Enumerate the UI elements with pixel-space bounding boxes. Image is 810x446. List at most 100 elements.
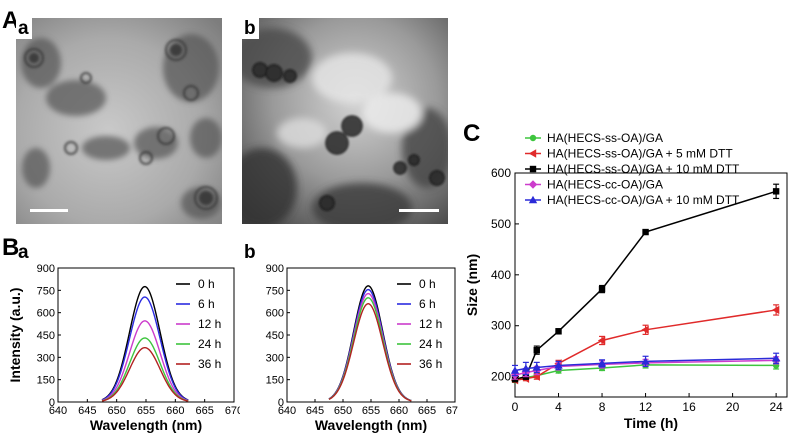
panel-a-letter: A [2,7,20,34]
spectrum-line-36h [101,346,189,402]
tem-image-a-graphic [16,18,222,224]
x-axis-label: Wavelength (nm) [315,417,427,433]
legend-label: HA(HECS-ss-OA)/GA [547,131,663,145]
y-axis-label: Intensity (a.u.) [7,288,23,383]
data-point [597,336,606,345]
y-tick-label: 300 [266,352,284,364]
y-tick-label: 0 [278,397,284,409]
data-point [528,180,538,189]
data-point [532,363,541,371]
legend-label: 0 h [198,277,215,291]
tem-image-b: b [242,18,448,224]
data-point [555,328,562,335]
x-tick-label: 20 [726,400,740,414]
legend-label: 0 h [419,277,436,291]
data-point [529,134,537,142]
data-point [772,188,780,195]
legend-label: 36 h [198,357,221,371]
legend-label: HA(HECS-cc-OA)/GA + 10 mM DTT [547,193,740,207]
legend-label: 6 h [198,297,215,311]
series-2 [511,183,780,383]
legend-label: 24 h [198,337,221,351]
x-axis-label: Wavelength (nm) [90,417,202,433]
y-tick-label: 600 [37,308,55,320]
data-point [554,361,563,369]
y-tick-label: 600 [266,308,284,320]
x-tick-label: 660 [390,405,408,417]
tem-b-label: b [242,18,259,39]
series-line [514,190,777,380]
x-tick-label: 655 [137,405,155,417]
data-point [528,195,538,204]
y-tick-label: 150 [37,375,55,387]
data-point [533,346,540,354]
y-tick-label: 200 [491,370,511,384]
spectrum-chart-a: 640 645 650 655 660 665 670 0 150 300 450 600 750 900… [7,263,240,433]
y-tick-label: 0 [49,397,55,409]
data-point [510,366,520,374]
tem-a-label: a [16,18,32,39]
spectrum-line-24h [101,337,189,402]
legend-label: HA(HECS-cc-OA)/GA [547,178,663,192]
tem-image-b-graphic [242,18,448,224]
x-tick-label: 640 [49,405,67,417]
scale-bar-b [399,209,439,212]
panel-b-sub-a-letter: a [18,242,29,263]
data-point [641,325,649,334]
y-tick-label: 750 [37,285,55,297]
x-tick-label: 16 [682,400,696,414]
y-tick-label: 450 [37,330,55,342]
panel-b-sub-b-letter: b [244,242,256,263]
x-tick-label: 640 [278,405,296,417]
x-tick-label: 645 [78,405,96,417]
x-tick-label: 4 [555,400,562,414]
y-tick-label: 900 [37,263,55,275]
y-tick-label: 300 [491,319,511,333]
y-tick-label: 600 [491,166,511,180]
x-tick-label: 665 [418,405,436,417]
y-tick-label: 450 [266,330,284,342]
data-point [598,285,606,293]
legend-label: 12 h [198,317,221,331]
data-point [641,357,650,365]
x-tick-label: 645 [306,405,324,417]
spectrum-chart-b: 640 645 650 655 660 665 670 0 150 300 450 600 750 900… [266,263,458,433]
data-point [597,359,607,367]
x-tick-label: 665 [195,405,213,417]
y-tick-label: 750 [266,285,284,297]
y-axis-label: Size (nm) [464,254,480,316]
y-tick-label: 150 [266,375,284,387]
x-tick-label: 660 [166,405,184,417]
legend-label: 24 h [419,337,442,351]
x-tick-label: 0 [512,400,519,414]
legend-label: 36 h [419,357,442,371]
y-tick-label: 500 [491,217,511,231]
x-tick-label: 650 [107,405,125,417]
spectrum-line-12h [101,320,189,402]
spectrum-line-0h [101,285,189,401]
y-tick-label: 400 [491,268,511,282]
data-point [521,364,531,372]
spectrum-line-36h [328,303,412,402]
data-point [771,305,780,315]
panel-c-letter: C [463,120,481,147]
legend-label: 12 h [419,317,442,331]
legend-label: HA(HECS-ss-OA)/GA + 5 mM DTT [547,147,733,161]
panel-b-letter: B [2,234,20,261]
x-tick-label: 655 [362,405,380,417]
data-point [528,149,537,158]
x-tick-label: 650 [334,405,352,417]
legend-label: 6 h [419,297,436,311]
x-tick-label: 670 [446,405,458,417]
size-chart: 0 4 8 12 16 20 24 200 300 400 500 600 Time (h) Size (… [464,131,788,431]
data-point [771,354,781,362]
x-tick-label: 24 [769,400,783,414]
series-line [514,309,777,381]
spectrum-line-6h [101,296,189,401]
x-tick-label: 12 [639,400,653,414]
tem-image-a: a [16,18,222,224]
data-point [529,165,537,173]
data-point [642,228,649,236]
scale-bar-a [30,209,68,212]
x-tick-label: 8 [599,400,606,414]
